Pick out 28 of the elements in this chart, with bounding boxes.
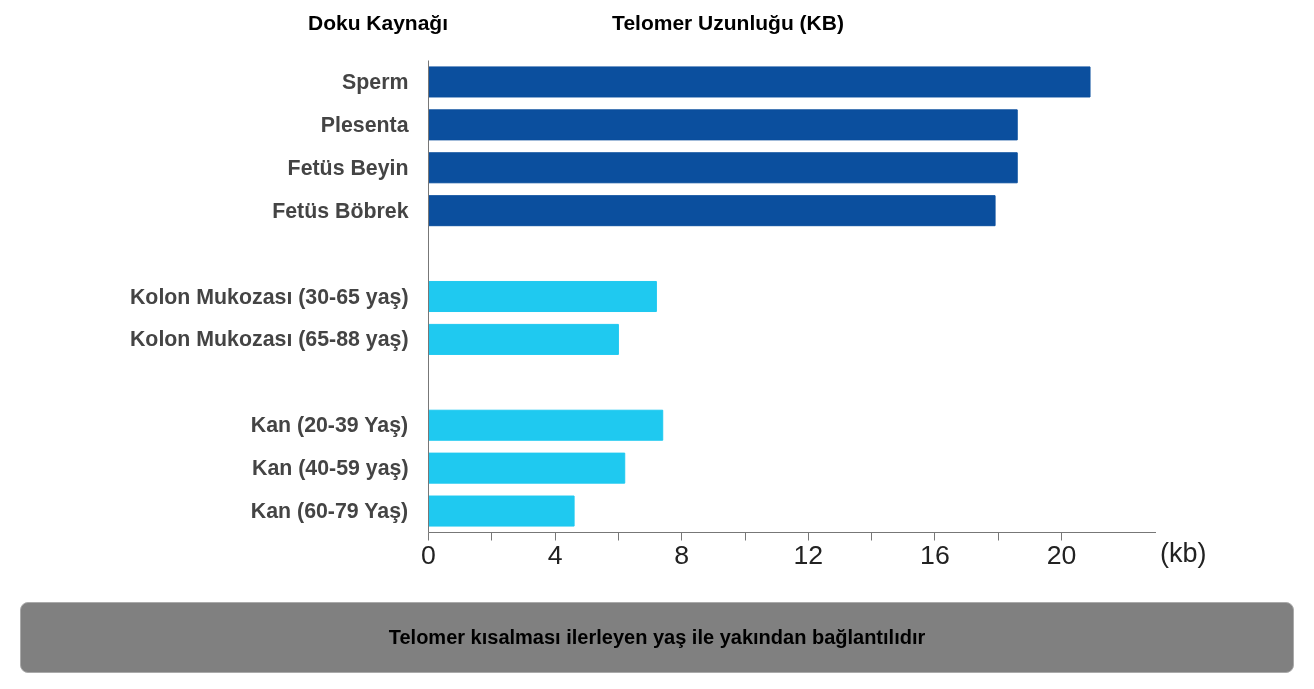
bar bbox=[428, 323, 619, 355]
x-tick-label: 12 bbox=[793, 539, 824, 570]
bar bbox=[428, 195, 996, 227]
y-tick-label: Plesenta bbox=[320, 112, 409, 137]
bar bbox=[428, 495, 575, 527]
y-tick-label: Fetüs Beyin bbox=[287, 155, 409, 180]
y-tick-label: Kolon Mukozası (65-88 yaş) bbox=[129, 327, 409, 352]
y-tick-label: Kolon Mukozası (30-65 yaş) bbox=[129, 284, 409, 309]
bar bbox=[428, 109, 1018, 141]
x-tick-label: 16 bbox=[920, 539, 950, 570]
y-tick-label: Kan (40-59 yaş) bbox=[252, 456, 409, 481]
x-tick-label: 0 bbox=[421, 539, 436, 570]
x-axis-title: (kb) bbox=[1159, 537, 1207, 570]
bar bbox=[428, 452, 626, 484]
y-axis-title: Doku Kaynağı bbox=[307, 10, 448, 36]
x-tick-label: 4 bbox=[547, 539, 563, 570]
bar bbox=[428, 409, 664, 441]
y-tick-label: Fetüs Böbrek bbox=[272, 198, 409, 223]
bar bbox=[428, 152, 1018, 184]
x-tick-label: 8 bbox=[674, 539, 690, 570]
x-tick-label: 20 bbox=[1046, 539, 1077, 570]
y-tick-label: Sperm bbox=[342, 69, 409, 94]
text: Telomer kısalması ilerleyen yaş ile yakından bağlantılıdır bbox=[20, 602, 1294, 673]
bar bbox=[428, 66, 1091, 98]
y-tick-label: Kan (60-79 Yaş) bbox=[250, 499, 409, 524]
bar bbox=[428, 280, 657, 313]
y-tick-label: Kan (20-39 Yaş) bbox=[250, 413, 409, 438]
chart-title: Telomer Uzunluğu (KB) bbox=[612, 10, 844, 36]
